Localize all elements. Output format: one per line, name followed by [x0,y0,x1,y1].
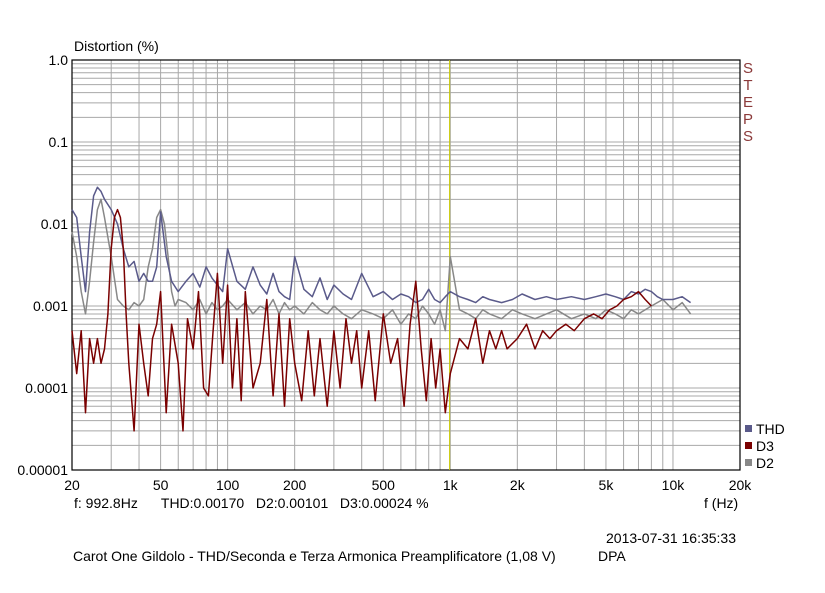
x-tick-label: 20k [729,477,753,493]
plot-frame [71,59,741,471]
x-tick-label: 5k [599,477,615,493]
y-tick-label: 0.01 [41,216,68,232]
series-line-d2 [71,198,692,332]
legend-item-thd: THD [745,420,785,437]
x-tick-label: 200 [283,477,307,493]
steps-letter: S [742,60,753,77]
legend-swatch [745,425,752,432]
legend-swatch [745,442,752,449]
legend: THD D3 D2 [745,420,785,471]
legend-label: D3 [756,437,774,454]
x-tick-label: 2k [510,477,526,493]
x-axis-label: f (Hz) [704,495,739,511]
steps-letter: P [742,111,753,128]
steps-letter: T [743,77,753,94]
x-tick-label: 20 [64,477,80,493]
steps-letter: S [742,128,753,145]
y-tick-label: 1.0 [49,52,69,68]
x-tick-label: 50 [153,477,169,493]
series-line-d3 [71,208,652,432]
series-line-thd [71,186,692,304]
legend-item-d2: D2 [745,454,785,471]
y-tick-label: 0.00001 [17,462,68,478]
chart-footer-title: Carot One Gildolo - THD/Seconda e Terza … [73,548,556,564]
footer-tag: DPA [598,548,626,564]
steps-letter: E [742,94,753,111]
legend-item-d3: D3 [745,437,785,454]
legend-label: THD [756,420,785,437]
y-tick-label: 0.0001 [25,380,68,396]
x-tick-label: 500 [372,477,396,493]
timestamp: 2013-07-31 16:35:33 [606,530,736,546]
y-tick-label: 0.001 [33,298,68,314]
y-tick-label: 0.1 [49,134,69,150]
x-tick-label: 10k [662,477,686,493]
x-tick-label: 1k [443,477,459,493]
cursor-readout: f: 992.8Hz THD:0.00170 D2:0.00101 D3:0.0… [74,495,429,511]
legend-label: D2 [756,454,774,471]
x-tick-label: 100 [216,477,240,493]
y-axis-label: Distortion (%) [74,38,159,54]
legend-swatch [745,459,752,466]
